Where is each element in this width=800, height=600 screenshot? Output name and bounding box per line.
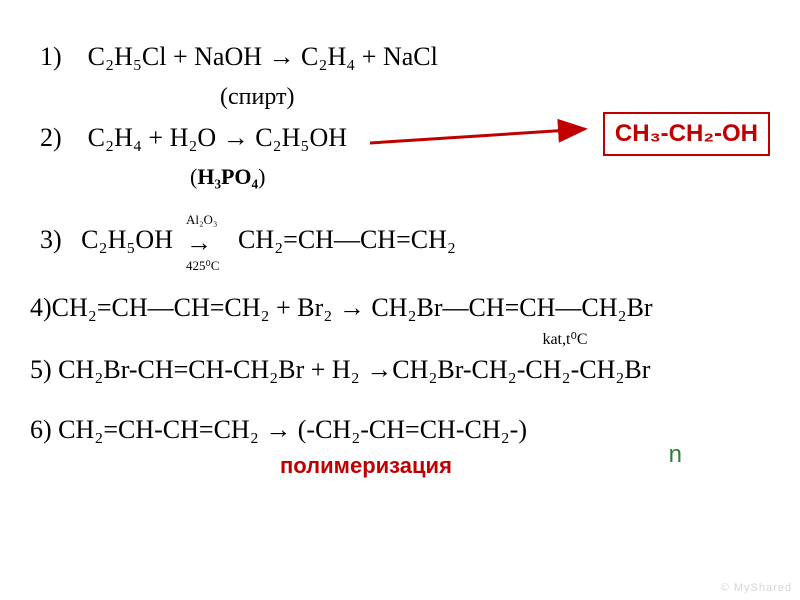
eq5-condition: kat,t⁰C [40, 329, 770, 349]
eq2-arrow: → [223, 123, 249, 152]
eq2-num: 2) [40, 123, 62, 152]
eq1-rhs: С₂Н₄ + NaCl [301, 42, 438, 71]
eq6-n-subscript: n [669, 439, 682, 470]
eq1-num: 1) [40, 42, 62, 71]
eq1-arrow: → [269, 42, 295, 71]
equation-1: 1) С₂Н₅Cl + NaOH → С₂Н₄ + NaCl [40, 40, 770, 74]
polymerization-label: полимеризация [40, 453, 770, 479]
eq4-text: СН₂=СН—СН=СН₂ + Br₂ → СН₂Br—СН=СН—СН₂Br [52, 293, 653, 322]
eq6-num: 6) [30, 415, 52, 444]
eq3-num: 3) [40, 225, 62, 254]
equation-5: 5) СН₂Br-СН=СН-СН₂Br + Н₂ →СН₂Br-СН₂-СН₂… [30, 353, 770, 387]
watermark: © MyShared [721, 582, 792, 594]
equation-3: 3) С₂Н₅ОН Al₂O₃ → 425⁰С СН₂=СН—СН=СН₂ [40, 223, 770, 259]
eq3-arrow-stack: Al₂O₃ → 425⁰С [186, 226, 212, 260]
annotation-ethanol-text: СН₃-СН₂-ОН [615, 120, 758, 147]
eq3-rhs: СН₂=СН—СН=СН₂ [238, 225, 456, 254]
eq2-condition: ((Н₃РО₄)Н₃РО₄) [40, 163, 770, 192]
eq5-text: СН₂Br-СН=СН-СН₂Br + Н₂ →СН₂Br-СН₂-СН₂-СН… [58, 355, 650, 384]
eq3-arrow: → [186, 228, 212, 257]
eq2-rhs: С₂Н₅ОН [255, 123, 347, 152]
eq1-condition: (спирт) [40, 82, 770, 113]
eq3-catalyst: Al₂O₃ [186, 212, 212, 229]
eq6-text: СН₂=СН-СН=СН₂ → (-СН₂-СН=СН-СН₂-) [58, 415, 527, 444]
eq5-num: 5) [30, 355, 52, 384]
annotation-ethanol-box: СН₃-СН₂-ОН [603, 112, 770, 156]
eq4-num: 4) [30, 293, 52, 322]
eq3-temp: 425⁰С [186, 258, 212, 275]
eq3-lhs: С₂Н₅ОН [81, 225, 173, 254]
eq2-lhs: С₂Н₄ + Н₂О [88, 123, 217, 152]
eq1-lhs: С₂Н₅Cl + NaOH [88, 42, 262, 71]
equation-6: 6) СН₂=СН-СН=СН₂ → (-СН₂-СН=СН-СН₂-) n [30, 413, 770, 447]
equation-4: 4)СН₂=СН—СН=СН₂ + Br₂ → СН₂Br—СН=СН—СН₂B… [30, 291, 770, 325]
